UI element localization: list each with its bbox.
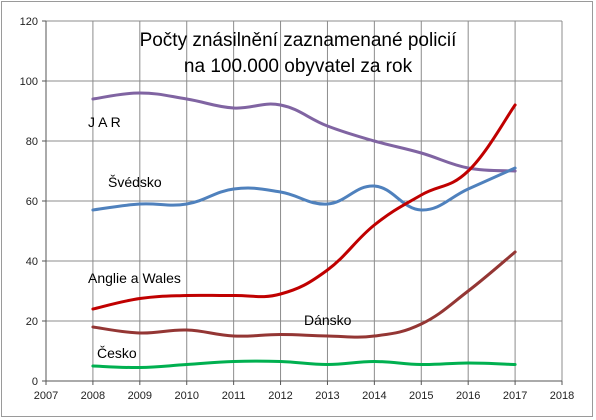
- series-label-2: Anglie a Wales: [88, 270, 181, 286]
- x-tick-label: 2009: [128, 390, 152, 402]
- x-tick-label: 2010: [174, 390, 198, 402]
- chart-title-line-2: na 100.000 obyvatel za rok: [184, 56, 413, 77]
- gridlines: [46, 20, 563, 381]
- series-line-1: [91, 166, 517, 212]
- series-lines: [91, 91, 517, 370]
- y-tick-label: 100: [20, 76, 38, 88]
- y-tick-label: 20: [26, 316, 38, 328]
- series-label-0: J A R: [88, 114, 121, 130]
- y-tick-label: 80: [26, 136, 38, 148]
- series-line-3: [91, 250, 517, 339]
- axes: 0 20 40 60 80 100 120 2007 2008 2009 2010 2011 2012 2…: [20, 16, 575, 402]
- series-line-0: [91, 91, 517, 173]
- x-tick-label: 2016: [456, 390, 480, 402]
- x-tick-label: 2014: [362, 390, 386, 402]
- x-tick-label: 2018: [550, 390, 574, 402]
- x-tick-label: 2015: [409, 390, 433, 402]
- y-tick-label: 40: [26, 256, 38, 268]
- x-tick-label: 2017: [503, 390, 527, 402]
- series-line-4: [91, 359, 517, 370]
- x-tick-label: 2007: [34, 390, 58, 402]
- y-tick-label: 0: [32, 376, 38, 388]
- series-label-3: Dánsko: [304, 312, 352, 328]
- x-tick-label: 2008: [81, 390, 105, 402]
- x-tick-label: 2011: [222, 390, 246, 402]
- chart-title-line-1: Počty znásilnění zaznamenané policií: [140, 30, 458, 51]
- series-labels: J A R Švédsko Anglie a Wales Dánsko Česko: [88, 114, 352, 361]
- x-tick-label: 2012: [268, 390, 292, 402]
- y-tick-label: 120: [20, 16, 38, 28]
- y-tick-label: 60: [26, 196, 38, 208]
- series-label-4: Česko: [97, 345, 137, 361]
- series-line-2: [91, 103, 517, 311]
- series-label-1: Švédsko: [108, 174, 162, 190]
- x-tick-label: 2013: [315, 390, 339, 402]
